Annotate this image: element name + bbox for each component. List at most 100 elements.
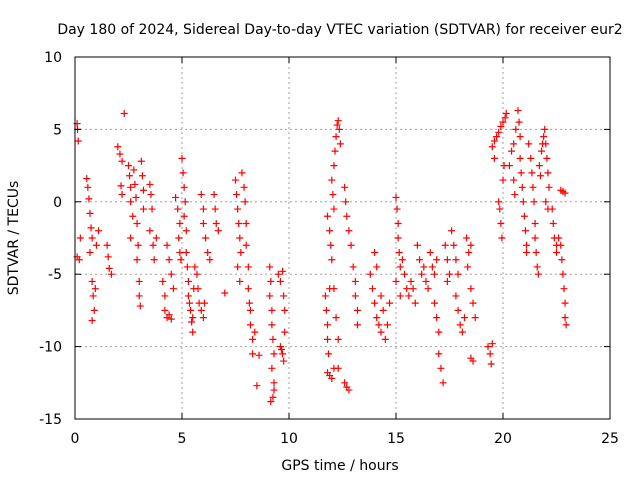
data-point — [454, 270, 462, 278]
data-point — [395, 248, 403, 256]
data-point — [392, 277, 400, 285]
data-point — [279, 267, 287, 275]
data-point — [86, 248, 94, 256]
data-point — [266, 263, 274, 271]
data-point — [383, 321, 391, 329]
data-point — [488, 340, 496, 348]
data-point — [519, 198, 527, 206]
data-point — [560, 285, 568, 293]
data-point — [373, 314, 381, 322]
data-point — [251, 328, 259, 336]
plot-frame — [74, 56, 611, 420]
data-point — [244, 263, 252, 271]
data-point — [117, 182, 125, 190]
data-point — [276, 277, 284, 285]
data-point — [133, 256, 141, 264]
data-point — [188, 318, 196, 326]
data-point — [493, 133, 501, 141]
data-point — [331, 147, 339, 155]
data-point — [322, 306, 330, 314]
data-point — [114, 143, 122, 151]
data-point — [131, 180, 139, 188]
data-point — [557, 241, 565, 249]
data-point — [518, 183, 526, 191]
data-point — [134, 241, 142, 249]
data-point — [490, 137, 498, 145]
data-point — [210, 191, 218, 199]
data-point — [327, 241, 335, 249]
data-point — [511, 191, 519, 199]
data-point — [326, 227, 334, 235]
data-point — [212, 220, 220, 228]
data-point — [191, 263, 199, 271]
data-point — [182, 227, 190, 235]
data-point — [530, 198, 538, 206]
data-point — [197, 191, 205, 199]
data-point — [116, 150, 124, 158]
data-point — [74, 137, 82, 145]
data-point — [405, 292, 413, 300]
data-point — [396, 263, 404, 271]
data-point — [211, 205, 219, 213]
data-point — [416, 256, 424, 264]
data-point — [161, 292, 169, 300]
data-point — [441, 241, 449, 249]
data-point — [529, 183, 537, 191]
y-tick-label: 10 — [44, 50, 62, 66]
data-point — [330, 162, 338, 170]
data-point — [428, 263, 436, 271]
data-point — [501, 114, 509, 122]
data-point — [136, 302, 144, 310]
data-point — [185, 299, 193, 307]
data-point — [351, 292, 359, 300]
data-point — [328, 256, 336, 264]
data-point — [268, 364, 276, 372]
data-point — [182, 248, 190, 256]
data-point — [332, 314, 340, 322]
data-point — [138, 172, 146, 180]
data-point — [499, 176, 507, 184]
data-point — [437, 364, 445, 372]
data-point — [176, 248, 184, 256]
data-point — [398, 256, 406, 264]
data-point — [413, 241, 421, 249]
data-point — [533, 263, 541, 271]
data-point — [163, 241, 171, 249]
data-point — [510, 176, 518, 184]
data-point — [88, 317, 96, 325]
data-point — [132, 193, 140, 201]
data-point — [561, 189, 569, 197]
data-point — [407, 277, 415, 285]
data-point — [89, 292, 97, 300]
data-point — [255, 351, 263, 359]
data-point — [103, 241, 111, 249]
data-point — [194, 285, 202, 293]
data-point — [422, 277, 430, 285]
data-point — [561, 314, 569, 322]
data-point — [516, 133, 524, 141]
data-point — [324, 335, 332, 343]
data-point — [236, 277, 244, 285]
data-point — [189, 328, 197, 336]
data-point — [90, 306, 98, 314]
data-point — [531, 234, 539, 242]
data-point — [543, 154, 551, 162]
data-point — [450, 241, 458, 249]
data-point — [270, 386, 278, 394]
data-point — [341, 379, 349, 387]
data-point — [184, 292, 192, 300]
data-point — [234, 205, 242, 213]
data-point — [202, 234, 210, 242]
data-point — [125, 162, 132, 170]
data-point — [324, 321, 332, 329]
data-point — [179, 169, 187, 177]
data-point — [204, 248, 212, 256]
data-point — [520, 212, 528, 220]
data-point — [558, 256, 566, 264]
data-point — [332, 133, 340, 141]
data-point — [562, 321, 570, 329]
data-point — [435, 350, 443, 358]
data-point — [321, 292, 329, 300]
data-point — [118, 157, 126, 165]
data-point — [353, 306, 361, 314]
